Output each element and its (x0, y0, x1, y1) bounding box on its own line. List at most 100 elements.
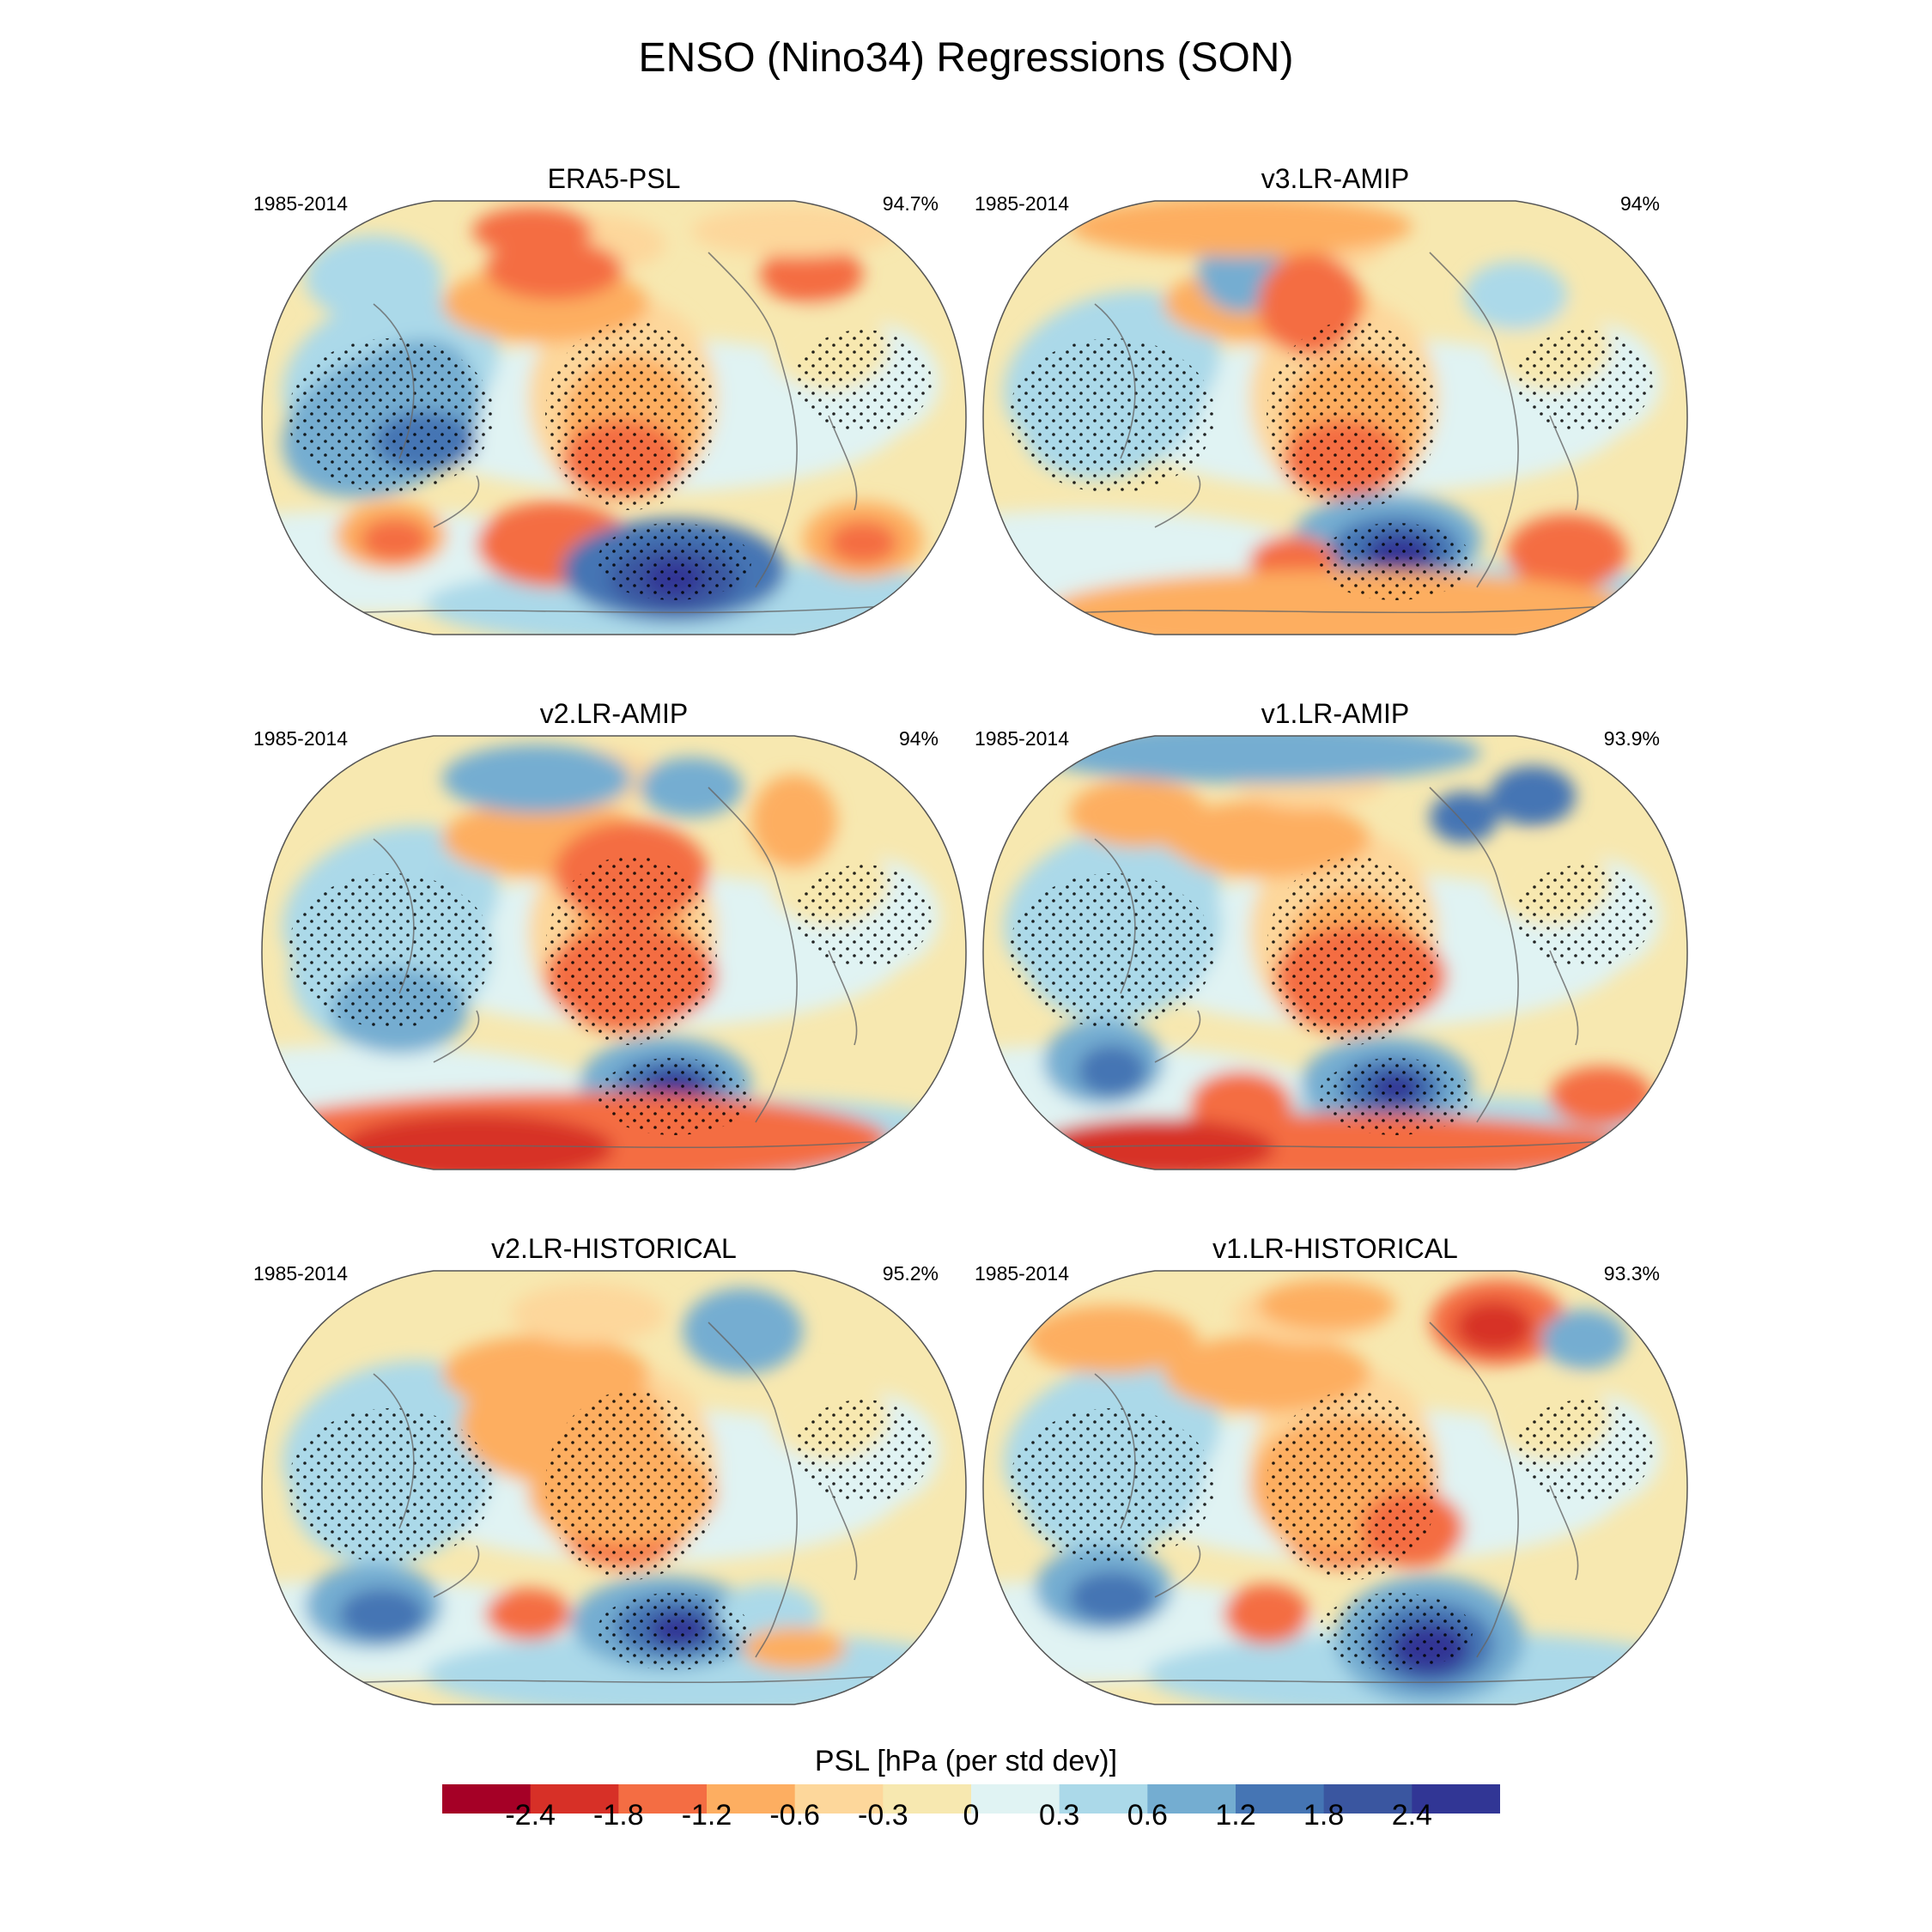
significance-stipple (1516, 865, 1653, 968)
field-anomaly-region (1163, 800, 1370, 878)
colorbar-swatch (1412, 1784, 1500, 1814)
colorbar-tick-label: 1.8 (1303, 1799, 1345, 1832)
panel-pattern-corr: 93.9% (1603, 727, 1660, 750)
panel-period: 1985-2014 (253, 192, 348, 215)
field-anomaly-region (829, 521, 897, 564)
panel-title: ERA5-PSL (547, 163, 681, 194)
panel-title: v3.LR-AMIP (1261, 163, 1410, 194)
colorbar-swatch (530, 1784, 619, 1814)
field-anomaly-region (691, 205, 897, 257)
field-anomaly-region (1069, 201, 1413, 257)
map-svg (982, 735, 1688, 1170)
figure-title: ENSO (Nino34) Regressions (SON) (638, 35, 1294, 81)
coastline (1429, 1321, 1499, 1418)
field-anomaly-region (485, 1589, 571, 1640)
coastline (1476, 881, 1519, 1123)
panel-title: v1.LR-AMIP (1261, 698, 1410, 729)
coastline (373, 1373, 415, 1529)
map-svg (982, 1270, 1688, 1705)
field-anomaly-region (361, 519, 429, 562)
panel-pattern-corr: 95.2% (882, 1262, 939, 1285)
colorbar (442, 1784, 1500, 1814)
significance-stipple (545, 1391, 717, 1580)
colorbar-swatch (618, 1784, 708, 1814)
significance-stipple (288, 338, 494, 493)
panel-period: 1985-2014 (975, 727, 1069, 750)
map-svg (261, 200, 967, 635)
coastline (1429, 252, 1499, 348)
colorbar-tick-label: -1.8 (593, 1799, 644, 1832)
colorbar-tick-label: 1.2 (1215, 1799, 1256, 1832)
map-border (261, 200, 967, 635)
field-anomaly-region (640, 757, 743, 817)
coastline (1068, 1674, 1628, 1684)
field-anomaly-region (1258, 1279, 1395, 1331)
field-anomaly-region (1430, 792, 1498, 843)
significance-stipple (1009, 338, 1215, 493)
field-anomaly-region (442, 744, 631, 813)
colorbar-tick-label: -1.2 (681, 1799, 732, 1832)
significance-stipple (545, 321, 717, 510)
map-border (982, 1270, 1688, 1705)
coastline (1068, 1139, 1628, 1149)
colorbar-swatch (971, 1784, 1060, 1814)
field-anomaly-region (1224, 1584, 1309, 1644)
significance-stipple (794, 865, 932, 968)
colorbar-title: PSL [hPa (per std dev)] (814, 1745, 1118, 1777)
significance-stipple (545, 856, 717, 1045)
coastline (828, 415, 858, 511)
colorbar-tick-label: 0.6 (1127, 1799, 1168, 1832)
significance-stipple (1516, 1400, 1653, 1503)
panel-title: v1.LR-HISTORICAL (1212, 1233, 1458, 1264)
colorbar-swatch (1059, 1784, 1148, 1814)
field-anomaly-region (683, 1288, 803, 1374)
field-anomaly-region (1464, 261, 1567, 330)
coastline (828, 1485, 858, 1581)
coastline (1154, 1545, 1201, 1598)
colorbar-swatch (707, 1784, 796, 1814)
significance-stipple (288, 1408, 494, 1563)
colorbar-swatch (442, 1784, 532, 1814)
coastline (433, 1545, 480, 1598)
coastline (1476, 1416, 1519, 1658)
map-panel-era5: ERA5-PSL 1985-2014 94.7% (253, 163, 975, 635)
panel-pattern-corr: 93.3% (1603, 1262, 1660, 1285)
colorbar-tick-label: -0.3 (858, 1799, 908, 1832)
significance-stipple (1318, 1593, 1473, 1670)
coastline (1094, 1373, 1136, 1529)
map-border (982, 735, 1688, 1170)
significance-stipple (597, 1593, 751, 1670)
colorbar-tick-label: 0 (963, 1799, 980, 1832)
field-anomaly-region (760, 244, 863, 304)
significance-stipple (1009, 873, 1215, 1028)
panel-period: 1985-2014 (975, 192, 1069, 215)
coastline (1549, 950, 1579, 1046)
colorbar-swatch (1236, 1784, 1325, 1814)
colorbar-swatch (794, 1784, 884, 1814)
coastline (347, 1674, 907, 1684)
field-anomaly-region (1069, 779, 1206, 848)
map-svg (261, 1270, 967, 1705)
significance-stipple (1516, 330, 1653, 433)
map-svg (261, 735, 967, 1170)
significance-stipple (794, 330, 932, 433)
coastline (755, 881, 798, 1123)
coastline (1476, 346, 1519, 588)
map-border (982, 200, 1688, 635)
coastline (755, 1416, 798, 1658)
panel-pattern-corr: 94% (898, 727, 939, 750)
field-anomaly-region (1043, 570, 1644, 635)
colorbar-tick-label: -2.4 (505, 1799, 556, 1832)
coastline (708, 787, 778, 883)
field-anomaly-region (1490, 766, 1576, 826)
panel-period: 1985-2014 (975, 1262, 1069, 1285)
coastline (347, 604, 907, 614)
significance-stipple (1267, 856, 1438, 1045)
field-anomaly-region (1069, 1571, 1155, 1623)
coastline (708, 252, 778, 348)
coastline (755, 346, 798, 588)
map-panel-v3-amip: v3.LR-AMIP 1985-2014 94% (975, 163, 1696, 635)
field-anomaly-region (743, 1627, 846, 1670)
coastline (828, 950, 858, 1046)
significance-stipple (1318, 523, 1473, 600)
